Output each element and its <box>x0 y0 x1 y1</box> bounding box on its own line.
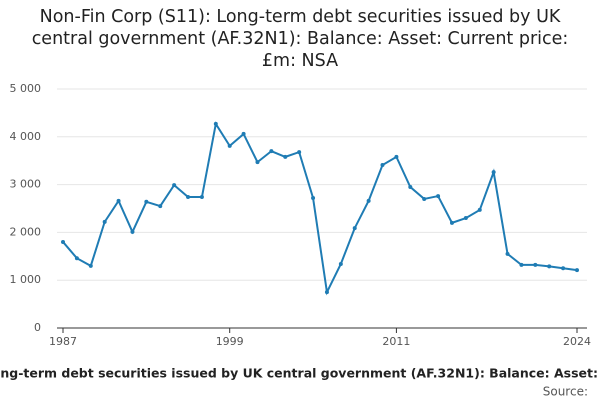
point <box>408 184 413 189</box>
point <box>269 149 274 154</box>
point <box>74 256 79 261</box>
point <box>311 195 316 200</box>
point <box>561 266 566 271</box>
source-label: Source: <box>543 385 588 399</box>
point <box>213 121 218 126</box>
x-tick-label: 2024 <box>563 335 591 348</box>
chart-title: Non-Fin Corp (S11): Long-term debt secur… <box>31 7 569 71</box>
x-tick-label: 2011 <box>382 335 410 348</box>
point <box>324 290 329 295</box>
point <box>422 196 427 201</box>
y-tick-label: 4 000 <box>10 130 42 143</box>
point <box>547 264 552 269</box>
point <box>130 229 135 234</box>
point <box>449 220 454 225</box>
x-axis-label: Long-term debt securities issued by UK c… <box>0 366 598 381</box>
point <box>172 183 177 188</box>
point <box>380 163 385 168</box>
line <box>62 121 578 296</box>
point <box>283 154 288 159</box>
point <box>255 160 260 165</box>
point <box>463 216 468 221</box>
point <box>158 204 163 209</box>
point <box>61 239 65 244</box>
point <box>116 198 121 203</box>
point <box>338 261 343 266</box>
point <box>491 170 496 175</box>
y-tick-label: 0 <box>34 321 41 334</box>
point <box>241 131 246 136</box>
point <box>575 268 579 273</box>
point <box>366 198 371 203</box>
point <box>199 195 204 200</box>
point <box>394 154 399 159</box>
point <box>533 262 538 267</box>
point <box>352 226 357 231</box>
point <box>519 262 524 267</box>
point <box>436 194 441 199</box>
y-tick-label: 3 000 <box>10 178 42 191</box>
point <box>505 251 510 256</box>
point <box>102 219 107 224</box>
y-tick-label: 2 000 <box>10 225 42 238</box>
point <box>186 195 191 200</box>
point <box>144 199 149 204</box>
point <box>477 207 482 212</box>
y-tick-label: 1 000 <box>10 273 42 286</box>
x-tick-label: 1999 <box>216 335 244 348</box>
point <box>297 150 302 155</box>
point <box>88 263 93 268</box>
y-tick-label: 5 000 <box>10 82 42 95</box>
point <box>227 143 232 148</box>
x-tick-label: 1987 <box>49 335 77 348</box>
